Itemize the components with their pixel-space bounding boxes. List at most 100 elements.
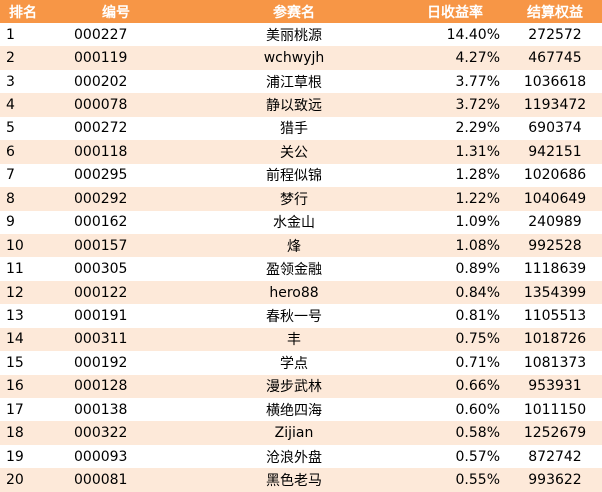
id-cell: 000272 [74, 120, 128, 137]
name-cell: 漫步武林 [266, 379, 322, 396]
id-cell: 000162 [74, 214, 128, 231]
rank-cell: 5 [6, 120, 15, 137]
name-cell: 静以致远 [266, 98, 322, 115]
id-cell: 000292 [74, 190, 128, 207]
settled-equity-cell: 1354399 [523, 284, 587, 301]
table-body: 1 000227 美丽桃源 14.40% 272572 2 000119 wchwyjh 4.2… [0, 23, 602, 492]
name-cell: 浦江草根 [266, 74, 322, 91]
rank-cell: 3 [6, 73, 15, 90]
settled-equity-cell: 1081373 [523, 354, 587, 371]
daily-return-cell: 4.27% [455, 50, 500, 67]
id-cell: 000118 [74, 143, 128, 160]
header-id: 编号 [102, 4, 130, 21]
settled-equity-cell: 993622 [528, 472, 582, 489]
id-cell: 000295 [74, 167, 128, 184]
daily-return-cell: 0.55% [455, 472, 500, 489]
settled-equity-cell: 872742 [528, 448, 582, 465]
settled-equity-cell: 1252679 [523, 425, 587, 442]
daily-return-cell: 0.89% [455, 261, 500, 278]
daily-return-cell: 0.71% [455, 354, 500, 371]
daily-return-cell: 3.77% [455, 73, 500, 90]
name-cell: 关公 [280, 144, 308, 161]
name-cell: 春秋一号 [266, 308, 322, 325]
name-cell: hero88 [269, 284, 319, 301]
name-cell: 盈领金融 [266, 262, 322, 279]
settled-equity-cell: 953931 [528, 378, 582, 395]
id-cell: 000322 [74, 425, 128, 442]
settled-equity-cell: 1040649 [523, 190, 587, 207]
table-row: 7 000295 前程似锦 1.28% 1020686 [0, 163, 602, 188]
id-cell: 000122 [74, 284, 128, 301]
header-settled-equity: 结算权益 [527, 4, 583, 21]
name-cell: wchwyjh [263, 50, 325, 67]
name-cell: 水金山 [273, 215, 315, 232]
rank-cell: 17 [6, 401, 24, 418]
table-row: 16 000128 漫步武林 0.66% 953931 [0, 374, 602, 398]
rank-cell: 8 [6, 190, 15, 207]
table-row: 6 000118 关公 1.31% 942151 [0, 140, 602, 164]
table-row: 4 000078 静以致远 3.72% 1193472 [0, 93, 602, 117]
rank-cell: 10 [6, 237, 24, 254]
table-row: 17 000138 横绝四海 0.60% 1011150 [0, 398, 602, 422]
id-cell: 000202 [74, 73, 128, 90]
id-cell: 000138 [74, 401, 128, 418]
rank-cell: 6 [6, 143, 15, 160]
rank-cell: 11 [6, 261, 24, 278]
name-cell: 前程似锦 [266, 168, 322, 185]
rank-cell: 20 [6, 472, 24, 489]
settled-equity-cell: 1105513 [523, 307, 587, 324]
daily-return-cell: 0.81% [455, 307, 500, 324]
rank-cell: 2 [6, 50, 15, 67]
table-row: 12 000122 hero88 0.84% 1354399 [0, 280, 602, 305]
name-cell: 黑色老马 [266, 473, 322, 490]
rank-cell: 18 [6, 425, 24, 442]
daily-return-cell: 1.08% [455, 237, 500, 254]
settled-equity-cell: 1018726 [523, 331, 587, 348]
daily-return-cell: 0.60% [455, 401, 500, 418]
table-row: 5 000272 猎手 2.29% 690374 [0, 116, 602, 141]
rank-cell: 4 [6, 97, 15, 114]
table-row: 15 000192 学点 0.71% 1081373 [0, 351, 602, 375]
daily-return-cell: 0.57% [455, 448, 500, 465]
header-rank: 排名 [9, 4, 37, 21]
id-cell: 000305 [74, 261, 128, 278]
id-cell: 000157 [74, 237, 128, 254]
settled-equity-cell: 1020686 [523, 167, 587, 184]
name-cell: 美丽桃源 [266, 27, 322, 44]
daily-return-cell: 0.66% [455, 378, 500, 395]
settled-equity-cell: 1118639 [523, 261, 587, 278]
settled-equity-cell: 690374 [528, 120, 582, 137]
settled-equity-cell: 1193472 [523, 97, 587, 114]
table-row: 2 000119 wchwyjh 4.27% 467745 [0, 46, 602, 70]
table-header: 排名 编号 参赛名 日收益率 结算权益 [0, 0, 602, 23]
settled-equity-cell: 942151 [528, 143, 582, 160]
table-row: 1 000227 美丽桃源 14.40% 272572 [0, 23, 602, 47]
rank-cell: 13 [6, 307, 24, 324]
name-cell: 猎手 [280, 121, 308, 138]
rank-cell: 14 [6, 331, 24, 348]
daily-return-cell: 0.58% [455, 425, 500, 442]
settled-equity-cell: 1036618 [523, 73, 587, 90]
name-cell: 梦行 [280, 191, 308, 208]
rank-cell: 19 [6, 448, 24, 465]
daily-return-cell: 1.09% [455, 214, 500, 231]
rank-cell: 7 [6, 167, 15, 184]
settled-equity-cell: 240989 [528, 214, 582, 231]
id-cell: 000227 [74, 26, 128, 43]
table-row: 14 000311 丰 0.75% 1018726 [0, 327, 602, 352]
daily-return-cell: 1.31% [455, 143, 500, 160]
table-row: 11 000305 盈领金融 0.89% 1118639 [0, 257, 602, 281]
name-cell: Zijian [274, 425, 314, 442]
rank-cell: 12 [6, 284, 24, 301]
table-row: 3 000202 浦江草根 3.77% 1036618 [0, 69, 602, 94]
id-cell: 000093 [74, 448, 128, 465]
daily-return-cell: 14.40% [446, 26, 500, 43]
table-row: 8 000292 梦行 1.22% 1040649 [0, 187, 602, 211]
rank-cell: 1 [6, 26, 15, 43]
id-cell: 000311 [74, 331, 128, 348]
id-cell: 000119 [74, 50, 128, 67]
id-cell: 000128 [74, 378, 128, 395]
daily-return-cell: 0.75% [455, 331, 500, 348]
table-row: 18 000322 Zijian 0.58% 1252679 [0, 421, 602, 445]
